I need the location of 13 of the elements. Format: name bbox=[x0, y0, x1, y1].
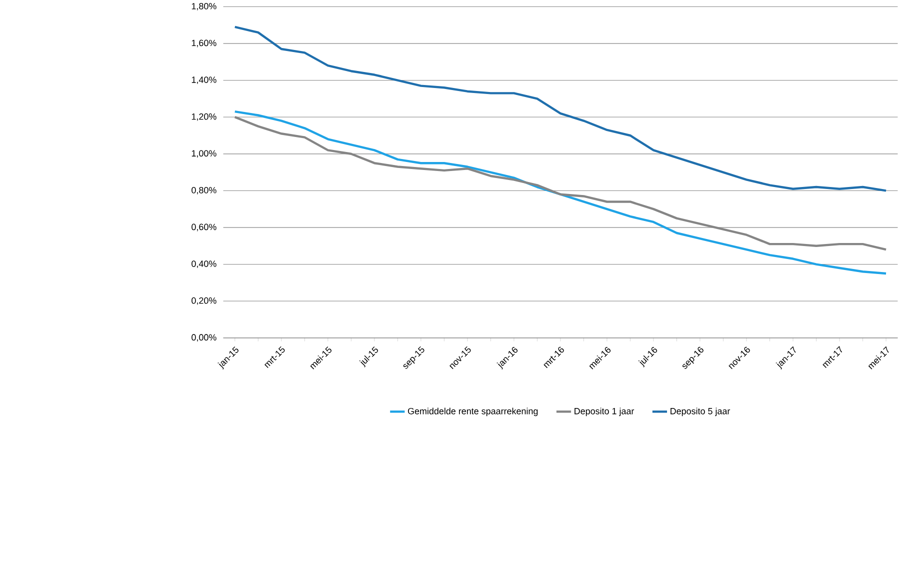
y-tick-label: 1,20% bbox=[192, 113, 216, 121]
y-tick-label: 1,80% bbox=[192, 3, 216, 10]
y-tick-label: 0,40% bbox=[192, 260, 216, 268]
y-tick-label: 0,20% bbox=[192, 297, 216, 305]
y-tick-label: 1,40% bbox=[192, 76, 216, 84]
y-tick-label: 1,60% bbox=[192, 40, 216, 48]
y-tick-label: 0,00% bbox=[192, 334, 216, 342]
legend-label: Gemiddelde rente spaarrekening bbox=[408, 408, 538, 416]
y-tick-label: 1,00% bbox=[192, 150, 216, 158]
y-tick-label: 0,60% bbox=[192, 224, 216, 232]
legend-label: Deposito 5 jaar bbox=[670, 408, 730, 416]
legend-label: Deposito 1 jaar bbox=[574, 408, 634, 416]
y-tick-label: 0,80% bbox=[192, 187, 216, 194]
